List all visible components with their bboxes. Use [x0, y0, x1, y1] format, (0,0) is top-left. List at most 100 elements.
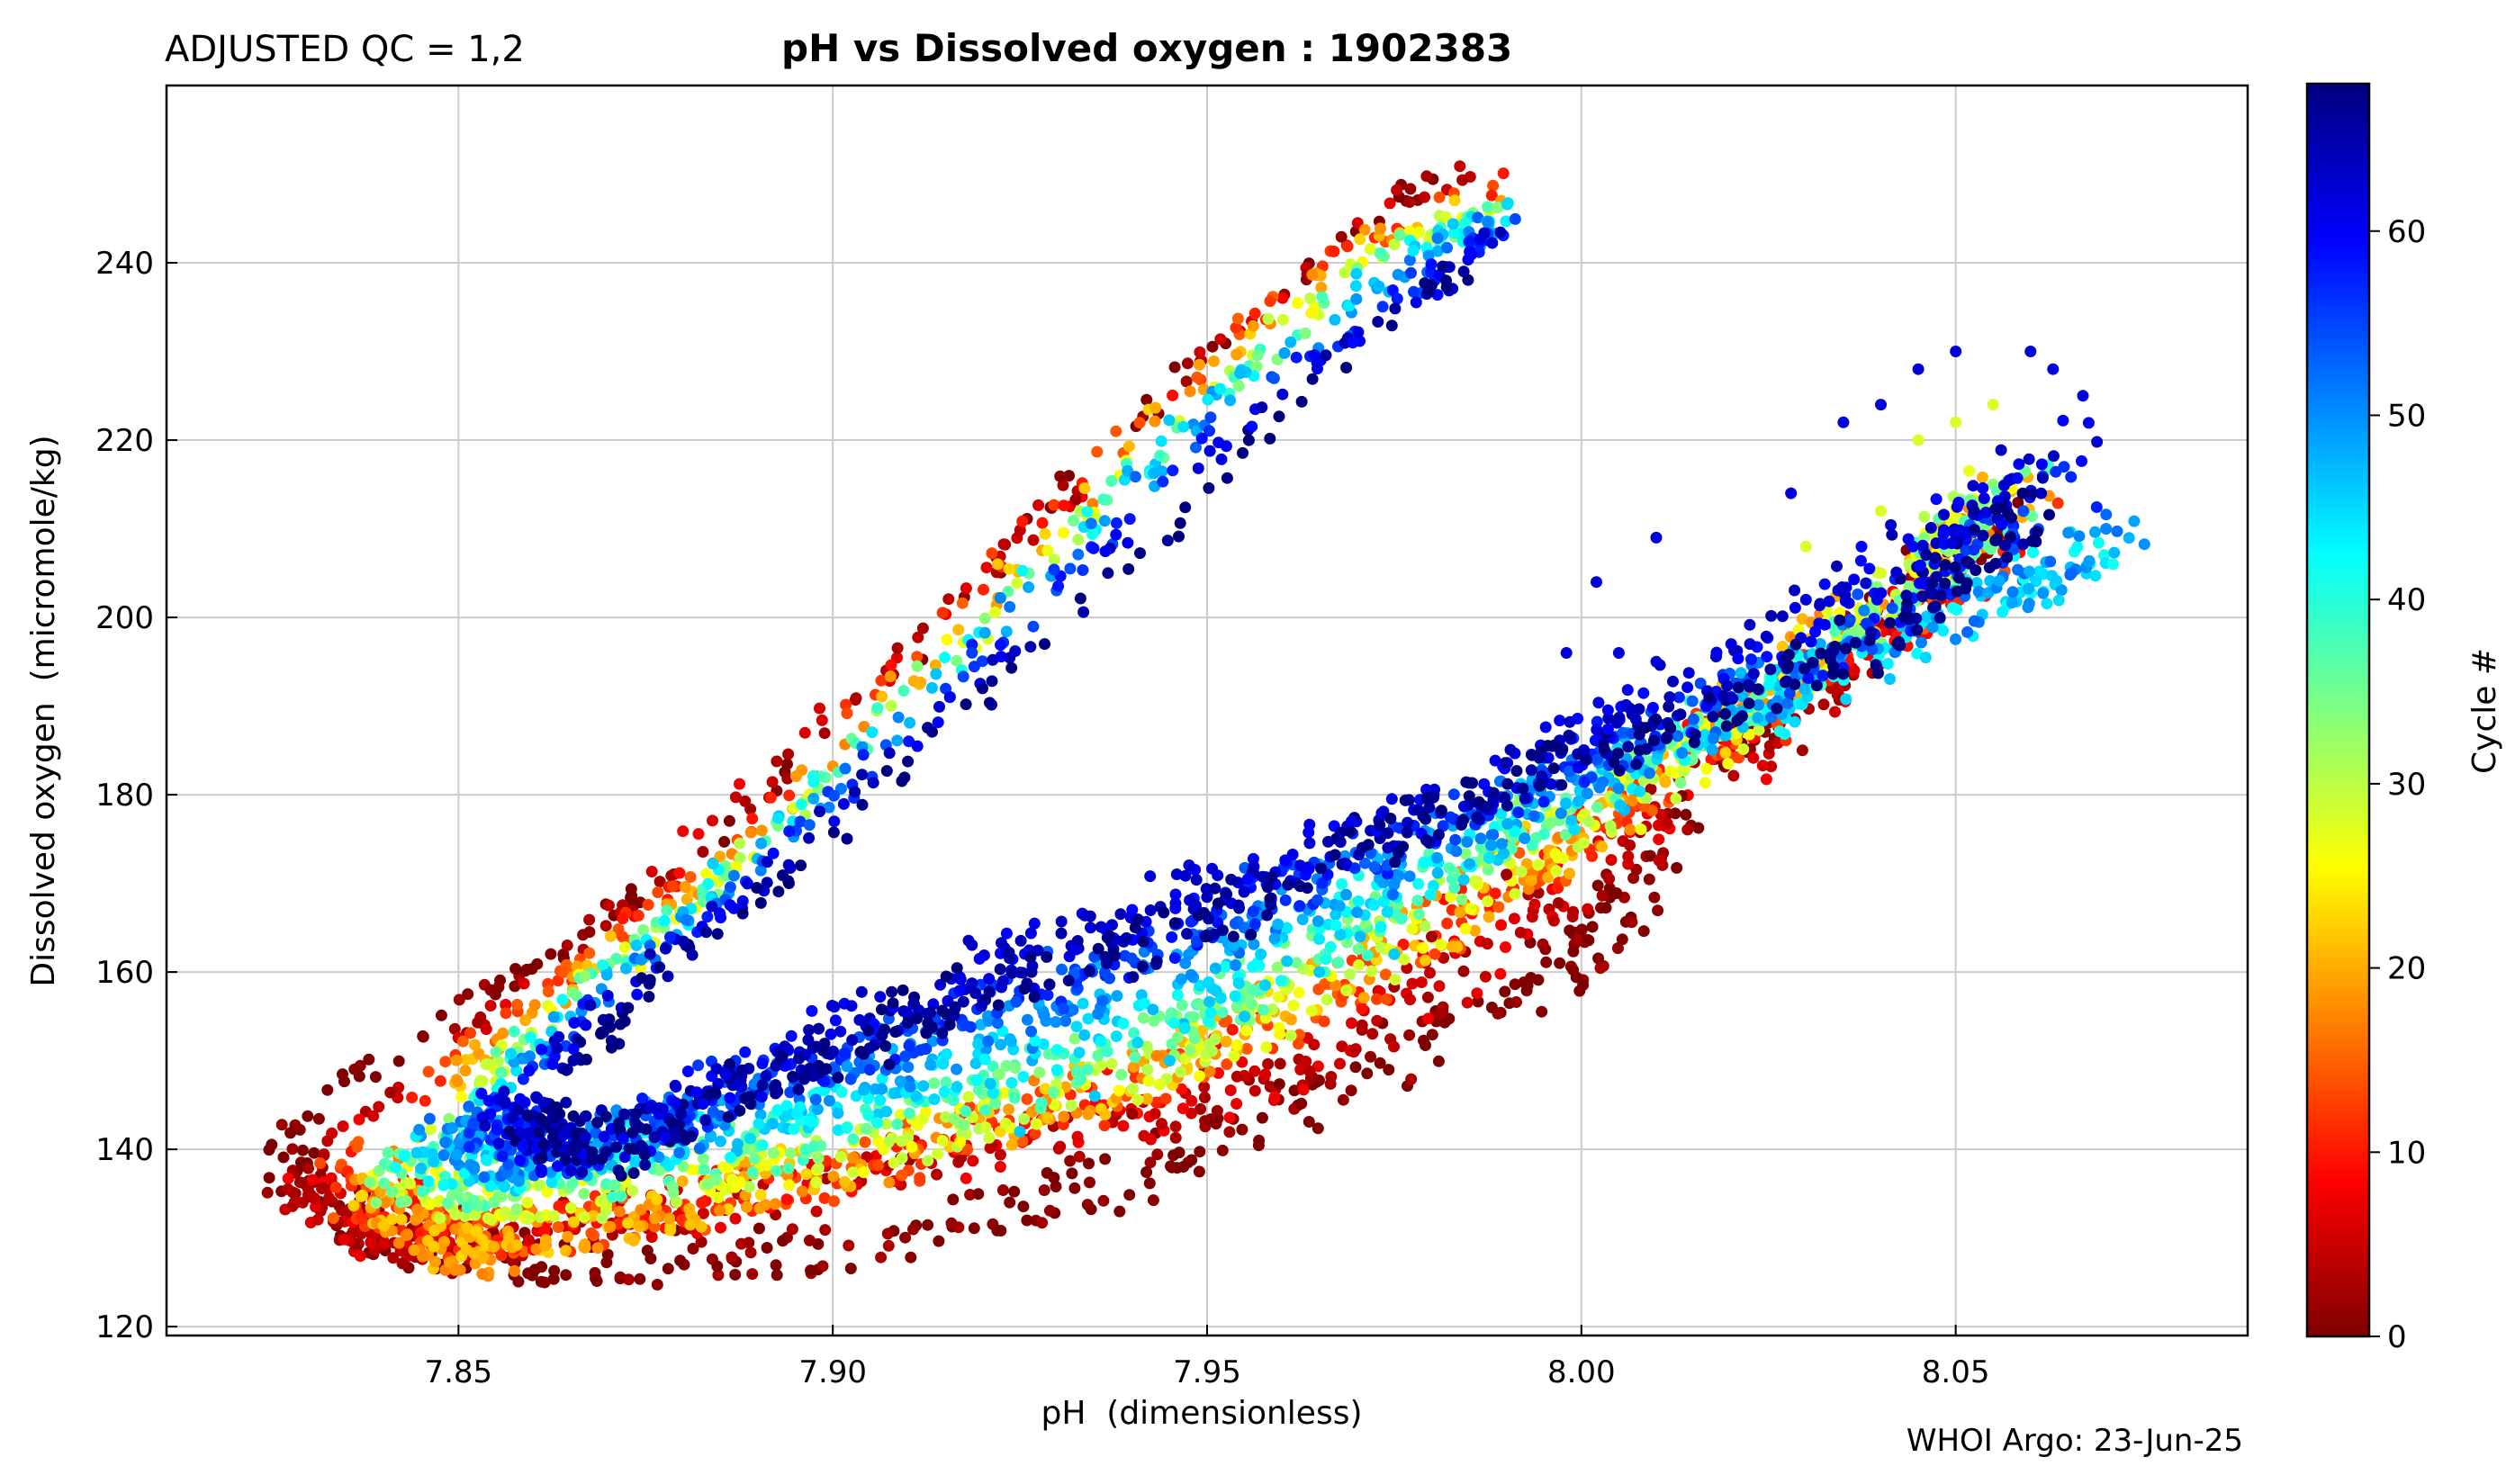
data-point [1122, 440, 1135, 453]
data-point [1226, 1023, 1239, 1036]
data-point [1744, 638, 1756, 651]
data-point [1199, 1115, 1212, 1128]
data-point [800, 1168, 813, 1181]
data-point [1273, 1021, 1285, 1034]
data-point [1344, 968, 1357, 981]
data-point [1300, 1056, 1312, 1067]
data-point [547, 1011, 560, 1023]
data-point [1374, 1057, 1386, 1069]
data-point [1287, 999, 1300, 1012]
data-point [451, 1075, 464, 1087]
data-point [453, 994, 465, 1006]
data-point [695, 1220, 708, 1233]
data-point [323, 1192, 336, 1204]
data-point [1055, 927, 1068, 940]
data-point [1508, 913, 1520, 925]
data-point [1765, 760, 1778, 773]
data-point [1567, 964, 1580, 976]
data-point [1056, 963, 1068, 976]
data-point [782, 748, 795, 760]
data-point [942, 593, 955, 606]
data-point [735, 1237, 747, 1250]
data-point [835, 1086, 848, 1098]
data-point [1091, 445, 1104, 458]
data-point [1464, 858, 1476, 870]
data-point [1405, 266, 1417, 279]
data-point [1057, 1003, 1069, 1015]
data-point [1000, 625, 1013, 638]
data-point [1149, 401, 1162, 414]
data-point [1426, 1029, 1438, 1041]
data-point [1849, 636, 1861, 649]
data-point [2062, 526, 2075, 539]
data-point [872, 1135, 884, 1147]
data-point [1195, 432, 1208, 445]
data-point [671, 1196, 682, 1209]
data-point [1765, 609, 1778, 622]
data-point [1255, 948, 1267, 960]
data-point [782, 1162, 795, 1174]
data-point [601, 1248, 614, 1261]
data-point [729, 1268, 742, 1281]
data-point [834, 1151, 847, 1163]
data-point [579, 970, 591, 983]
data-point [1041, 1111, 1054, 1124]
data-point [566, 986, 579, 999]
data-point [1404, 994, 1416, 1006]
data-point [2017, 505, 2030, 517]
data-point [499, 1181, 511, 1192]
data-point [1687, 713, 1699, 725]
data-point [2089, 526, 2101, 538]
data-point [275, 1119, 288, 1131]
data-point [1192, 997, 1204, 1010]
data-point [947, 1193, 960, 1206]
data-point [1494, 967, 1507, 980]
data-point [915, 676, 927, 688]
data-point [1176, 1102, 1189, 1115]
data-point [855, 985, 868, 998]
data-point [663, 1212, 676, 1225]
data-point [841, 1060, 853, 1073]
data-point [1141, 1093, 1153, 1105]
data-point [1420, 954, 1431, 967]
data-point [858, 1166, 870, 1179]
data-point [1305, 307, 1318, 319]
data-point [922, 1219, 934, 1231]
data-point [1169, 1120, 1182, 1133]
data-point [630, 940, 643, 951]
data-point [1096, 994, 1109, 1007]
data-point [2083, 554, 2096, 567]
data-point [1963, 464, 1976, 477]
data-point [423, 1198, 436, 1210]
data-point [1257, 1003, 1269, 1016]
data-point [1315, 282, 1328, 293]
data-point [1403, 196, 1416, 208]
data-point [1622, 858, 1635, 870]
data-point [602, 899, 615, 912]
data-point [637, 923, 650, 936]
data-point [587, 1210, 599, 1222]
data-point [866, 726, 879, 739]
data-point [1605, 854, 1618, 866]
data-point [961, 1143, 974, 1156]
data-point [1296, 913, 1309, 926]
data-point [396, 1257, 409, 1270]
data-point [771, 1165, 783, 1177]
data-point [1644, 850, 1656, 862]
data-point [562, 1230, 574, 1243]
data-point [480, 1154, 492, 1166]
data-point [302, 1183, 314, 1195]
data-point [1445, 891, 1456, 904]
data-point [1391, 292, 1403, 305]
data-point [461, 1201, 473, 1214]
data-point [759, 1199, 771, 1211]
data-point [1293, 986, 1305, 999]
data-point [1354, 233, 1366, 246]
data-point [1009, 1062, 1022, 1075]
data-point [888, 1087, 901, 1100]
data-point [1313, 933, 1325, 945]
data-point [664, 1224, 677, 1237]
data-point [1275, 975, 1287, 987]
data-point [1144, 1156, 1157, 1169]
data-point [1946, 601, 1959, 614]
